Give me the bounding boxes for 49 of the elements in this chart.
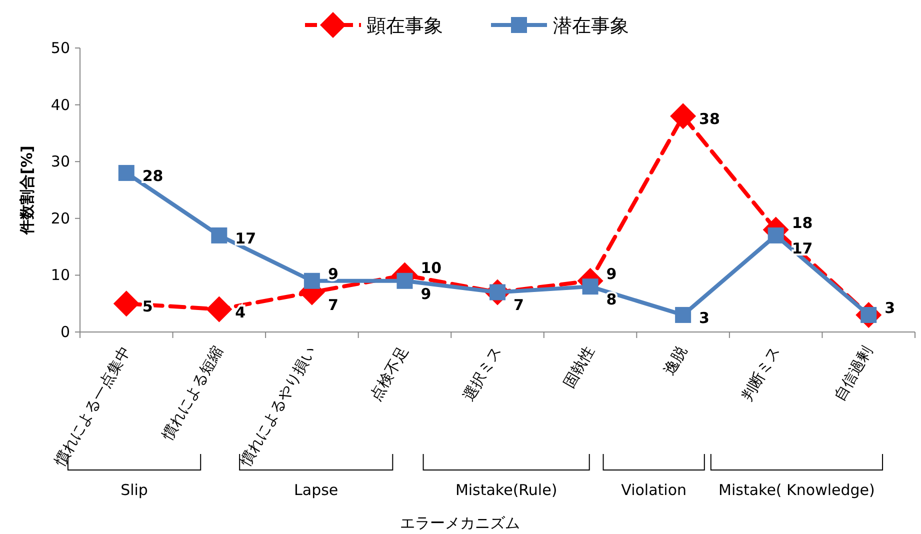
x-axis-title: エラーメカニズム — [400, 514, 520, 532]
x-tick-label: 逸脱 — [660, 343, 691, 378]
y-tick-label: 0 — [60, 323, 70, 341]
data-label: 7 — [328, 296, 338, 314]
y-tick-label: 50 — [50, 39, 70, 57]
data-label: 3 — [699, 308, 710, 327]
point — [670, 103, 696, 130]
point — [768, 227, 784, 244]
data-label: 7 — [514, 296, 524, 314]
y-tick-label: 40 — [50, 96, 70, 114]
data-label: 17 — [792, 239, 813, 258]
y-tick-label: 10 — [50, 266, 70, 284]
x-tick-label: 自信過剰 — [830, 343, 876, 404]
point — [211, 227, 228, 244]
legend-label: 潜在事象 — [553, 15, 629, 37]
x-tick-label: 慣れによる短縮 — [158, 343, 227, 444]
y-tick-label: 30 — [50, 152, 70, 171]
text: Mistake(Rule) — [455, 481, 558, 499]
text: Lapse — [294, 481, 338, 499]
point — [582, 278, 598, 295]
y-axis-title: 件数割合[%] — [18, 146, 36, 236]
x-tick-label: 点検不足 — [366, 343, 412, 404]
data-label: 4 — [235, 303, 246, 322]
text: Violation — [621, 481, 687, 499]
data-label: 9 — [606, 264, 617, 283]
data-label: 18 — [792, 214, 813, 232]
point — [675, 306, 692, 323]
data-label: 38 — [699, 110, 720, 128]
point — [113, 290, 140, 317]
text: Slip — [120, 481, 148, 499]
point — [396, 272, 413, 289]
text: Mistake( Knowledge) — [718, 481, 875, 499]
data-label: 3 — [884, 298, 896, 317]
x-tick-label: 判断ミス — [738, 343, 784, 404]
data-label: 9 — [420, 284, 432, 303]
x-tick-label: 固執性 — [560, 343, 598, 391]
data-label: 10 — [420, 259, 442, 278]
y-tick-label: 20 — [50, 209, 70, 228]
data-label: 28 — [142, 166, 164, 185]
x-tick-label: 選択ミス — [459, 343, 505, 404]
x-tick-label: 慣れによるやり損い — [236, 343, 320, 470]
legend-label: 顕在事象 — [366, 15, 443, 37]
data-label: 8 — [606, 290, 617, 309]
point — [304, 272, 320, 289]
point — [118, 164, 134, 181]
point — [206, 296, 232, 322]
data-label: 9 — [328, 264, 338, 283]
data-label: 17 — [235, 229, 256, 248]
x-tick-label: 慣れによる一点集中 — [50, 343, 134, 470]
